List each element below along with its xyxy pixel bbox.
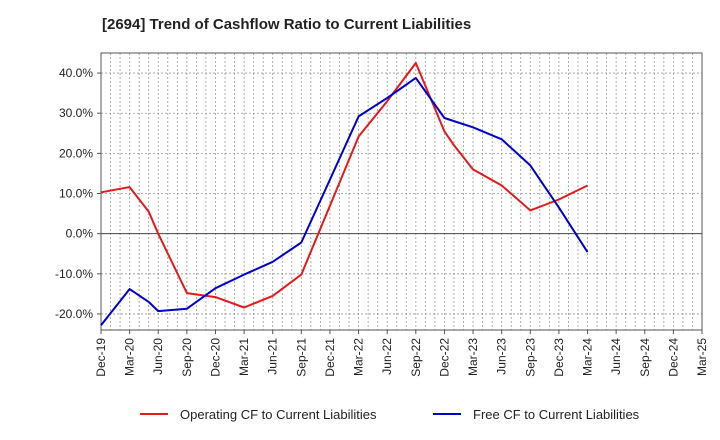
y-tick-label: 10.0% [59, 187, 93, 201]
x-tick-label: Dec-21 [323, 338, 337, 377]
y-tick-label: -20.0% [55, 307, 93, 321]
x-tick-label: Sep-22 [409, 338, 423, 377]
x-axis-ticks: Dec-19 Mar-20 Jun-20 Sep-20 Dec-20 Mar-21 Jun-… [94, 330, 709, 377]
x-tick-label: Dec-23 [552, 338, 566, 377]
x-tick-label: Dec-22 [437, 338, 451, 377]
series-layer [100, 62, 589, 326]
legend-label-1: Operating CF to Current Liabilities [180, 407, 377, 422]
x-tick-label: Jun-24 [609, 338, 623, 375]
y-tick-label: -10.0% [55, 267, 93, 281]
y-tick-label: 0.0% [66, 227, 94, 241]
y-tick-label: 30.0% [59, 106, 93, 120]
x-tick-label: Jun-22 [380, 338, 394, 375]
x-tick-label: Mar-23 [466, 338, 480, 376]
x-tick-label: Sep-23 [523, 338, 537, 377]
chart-title: [2694] Trend of Cashflow Ratio to Curren… [102, 16, 472, 33]
y-axis-ticks: -20.0% -10.0% 0.0% 10.0% 20.0% 30.0% 40.0% [55, 66, 101, 321]
x-tick-label: Mar-25 [695, 338, 709, 376]
x-tick-label: Jun-23 [495, 338, 509, 375]
x-tick-label: Jun-21 [266, 338, 280, 375]
x-tick-label: Sep-20 [180, 338, 194, 377]
series-line-1 [100, 62, 588, 309]
x-tick-label: Dec-24 [666, 338, 680, 377]
grid [101, 53, 702, 330]
x-tick-label: Mar-22 [352, 338, 366, 376]
x-tick-label: Sep-24 [638, 338, 652, 377]
legend: Operating CF to Current Liabilities Free … [140, 407, 640, 422]
x-tick-label: Dec-19 [94, 338, 108, 377]
plot-frame [100, 52, 703, 331]
x-tick-label: Dec-20 [208, 338, 222, 377]
legend-label-2: Free CF to Current Liabilities [473, 407, 640, 422]
x-tick-label: Sep-21 [294, 338, 308, 377]
x-tick-label: Mar-20 [123, 338, 137, 376]
y-tick-label: 40.0% [59, 66, 93, 80]
series-line-2 [100, 76, 589, 326]
x-tick-label: Jun-20 [151, 338, 165, 375]
x-tick-label: Mar-24 [581, 338, 595, 376]
x-tick-label: Mar-21 [237, 338, 251, 376]
y-tick-label: 20.0% [59, 146, 93, 160]
